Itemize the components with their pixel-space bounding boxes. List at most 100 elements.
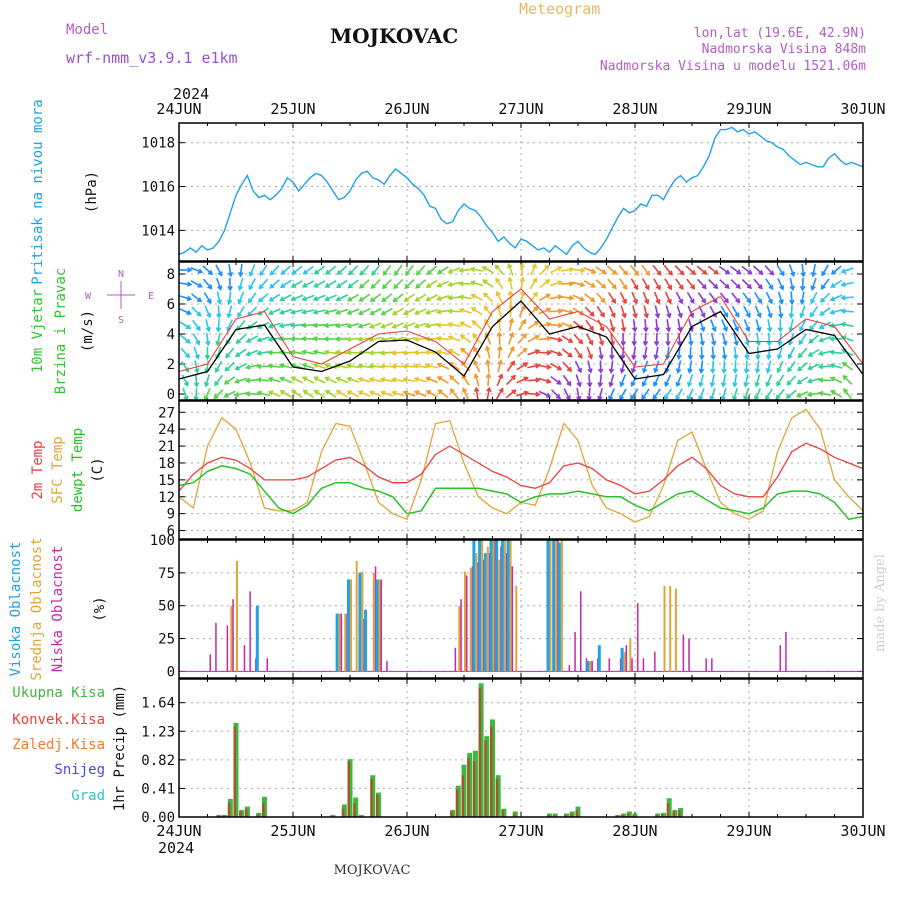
wind-arrow-head (532, 277, 538, 283)
wind-arrow-head (619, 368, 626, 374)
wind-arrow-head (473, 359, 479, 366)
x-tick-label-bottom: 26JUN (384, 822, 429, 840)
wind-arrow (496, 374, 503, 387)
wind-arrow (527, 364, 540, 369)
model-label: Model (66, 22, 108, 38)
wind-arrow (228, 291, 232, 304)
axes-labels: 24JUN 24JUN 25JUN 25JUN 26JUN 26JUN 27JUN 27JUN… (8, 99, 886, 840)
wind-arrow (472, 320, 483, 330)
wind-arrow (347, 308, 360, 315)
wind-arrow-head (665, 341, 671, 347)
wind-arrow-head (597, 368, 604, 374)
wind-arrow-head (743, 382, 749, 388)
precip-bar-conv (244, 808, 248, 817)
wind-arrow-head (806, 391, 813, 398)
wind-arrow-head (313, 376, 319, 382)
wind-arrow (644, 319, 647, 332)
wind-arrow (448, 267, 461, 273)
wind-arrow-head (380, 323, 386, 329)
wind-arrow-head (381, 284, 388, 290)
wind-arrow (483, 279, 494, 288)
wind-arrow-head (482, 292, 489, 298)
wind-arrow-head (279, 390, 285, 395)
y-tick-label: 0 (167, 387, 175, 403)
wind-arrow-head (621, 298, 627, 305)
wind-arrow (506, 375, 516, 386)
wind-arrow-head (767, 313, 773, 319)
wind-arrow-head (746, 298, 752, 304)
wind-arrow (371, 279, 381, 289)
wind-arrow-head (687, 354, 694, 361)
wind-arrow-head (393, 270, 399, 277)
wind-arrow-head (702, 269, 708, 275)
wind-arrow-head (267, 390, 274, 396)
wind-arrow-head (368, 390, 375, 396)
wind-arrow (655, 319, 659, 332)
wind-arrow-head (194, 368, 200, 374)
wind-arrow-head (778, 299, 784, 305)
wind-arrow (291, 350, 304, 355)
wind-arrow (225, 347, 235, 358)
wind-arrow (584, 306, 595, 317)
wind-arrow (202, 265, 213, 275)
wind-arrow (192, 319, 201, 331)
wind-arrow-head (371, 270, 377, 276)
wind-arrow-head (269, 283, 275, 289)
wind-arrow (450, 388, 460, 400)
wind-arrow (314, 265, 326, 275)
cloud-bar-mid (674, 588, 677, 672)
wind-arrow-head (424, 363, 431, 369)
wind-arrow (414, 322, 427, 328)
wind-arrow-head (590, 268, 597, 274)
wind-arrow (313, 337, 326, 340)
wind-arrow-head (734, 326, 740, 333)
wind-arrow (598, 387, 603, 401)
wind-arrow-head (496, 331, 503, 337)
wind-arrow-head (755, 354, 761, 361)
wind-arrow-head (806, 378, 813, 384)
wind-arrow-head (776, 354, 783, 360)
wind-arrow (403, 351, 416, 354)
wind-arrow (584, 293, 595, 302)
wind-arrow-head (776, 367, 782, 374)
wind-arrow (731, 292, 740, 303)
wind-arrow (257, 350, 270, 355)
wind-arrow-head (473, 373, 479, 379)
wind-arrow (599, 374, 603, 387)
wind-arrow (721, 319, 728, 332)
wind-arrow (314, 280, 326, 288)
wind-arrow-head (469, 280, 476, 286)
wind-arrow (830, 308, 843, 314)
wind-arrow-head (723, 298, 729, 304)
y-tick-label: 1016 (141, 180, 175, 196)
wind-arrow-head (720, 382, 727, 388)
wind-arrow-head (612, 269, 618, 276)
x-tick-label-bottom: 25JUN (270, 822, 315, 840)
wind-arrow-head (256, 377, 262, 383)
precip-bar-conv (450, 811, 453, 817)
wind-arrow-head (652, 394, 658, 401)
wind-arrow (348, 279, 359, 289)
cloud-bar-low (642, 658, 645, 672)
wind-arrow (325, 323, 338, 327)
wind-arrow (722, 346, 726, 359)
wind-arrow-head (734, 312, 740, 318)
compass-e: E (148, 291, 154, 302)
wind-arrow (414, 364, 427, 369)
wind-arrow (268, 364, 281, 368)
wind-arrow (538, 364, 551, 369)
wind-arrow (630, 278, 639, 290)
wind-arrow-head (458, 280, 464, 287)
wind-arrow (216, 291, 221, 304)
precip-bar-conv (552, 814, 556, 817)
wind-arrow (269, 293, 281, 302)
wind-arrow (528, 306, 539, 317)
wind-arrow (538, 293, 551, 302)
cloud-bar-mid (361, 571, 364, 672)
wind-arrow (426, 279, 438, 288)
wind-arrow-head (619, 395, 624, 401)
wind-arrow-head (710, 340, 717, 347)
cloud-bar-high (364, 609, 368, 672)
wind-arrow-head (754, 368, 761, 374)
wind-arrow-head (290, 376, 296, 382)
